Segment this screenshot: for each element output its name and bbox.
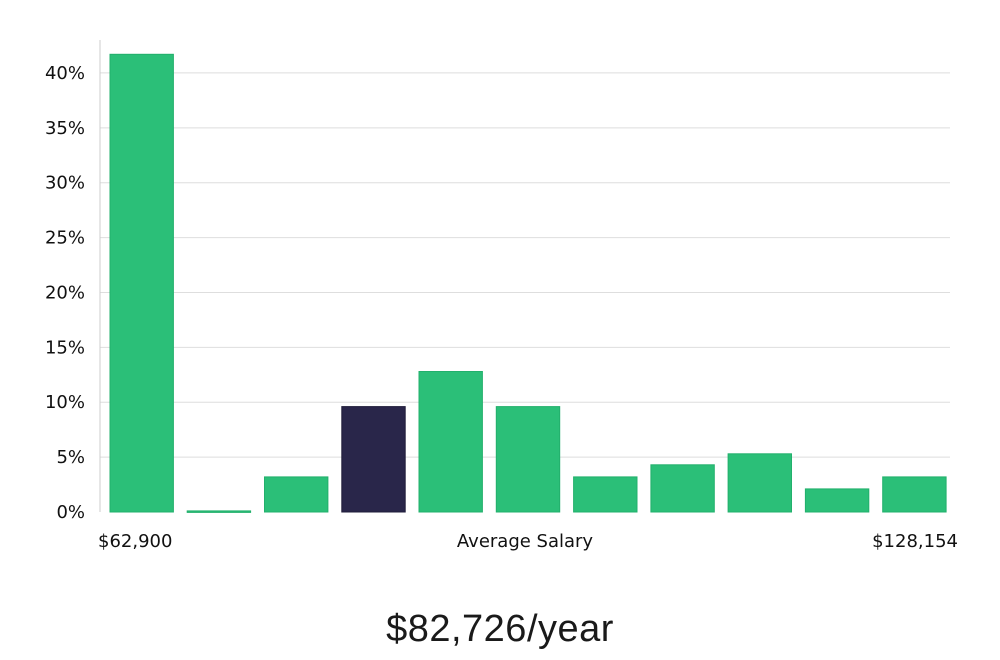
bar (804, 488, 870, 513)
bar (418, 371, 483, 513)
bar (650, 464, 715, 513)
y-tick-label: 20% (45, 282, 85, 303)
y-axis-ticks: 0% 5% 10% 15% 20% 25% 30% 35% 40% (45, 63, 85, 523)
bars (109, 53, 947, 513)
y-tick-label: 30% (45, 173, 85, 194)
y-tick-label: 5% (56, 447, 85, 468)
y-tick-label: 35% (45, 118, 85, 139)
salary-histogram: 0% 5% 10% 15% 20% 25% 30% 35% 40% $62,900 Averag… (45, 40, 958, 552)
x-axis-label: Average Salary (457, 531, 594, 552)
y-tick-label: 40% (45, 63, 85, 84)
bar (573, 476, 638, 513)
y-tick-label: 0% (56, 502, 85, 523)
gridlines (100, 72, 950, 458)
bar-highlighted (341, 406, 406, 513)
bar (109, 53, 174, 513)
y-tick-label: 10% (45, 392, 85, 413)
bar (264, 476, 329, 513)
x-min-label: $62,900 (98, 531, 172, 552)
y-tick-label: 15% (45, 337, 85, 358)
bar (727, 453, 792, 513)
bar (495, 406, 561, 513)
bar (186, 510, 252, 513)
average-salary-value: $82,726/year (386, 608, 614, 650)
bar (882, 476, 947, 513)
x-max-label: $128,154 (872, 531, 958, 552)
y-tick-label: 25% (45, 228, 85, 249)
